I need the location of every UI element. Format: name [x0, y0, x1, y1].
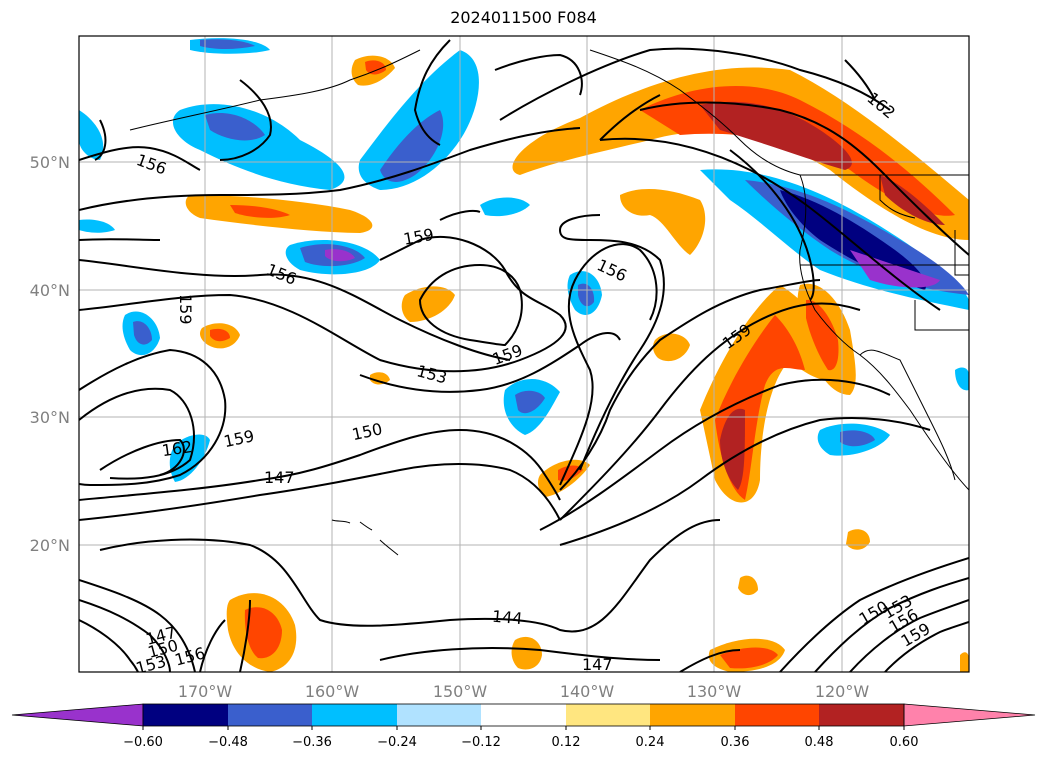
contour-label: 147 [264, 468, 295, 487]
colorbar-segment [143, 704, 228, 726]
colorbar-segment [735, 704, 819, 726]
positive-region [512, 67, 969, 240]
colorbar-segment [566, 704, 650, 726]
negative-region [79, 219, 115, 233]
lon-label-120w: 120°W [815, 682, 870, 701]
colorbar-tick-label: 0.12 [552, 735, 581, 750]
latitude-labels: 50°N 40°N 30°N 20°N [30, 153, 70, 555]
negative-region [380, 110, 444, 182]
negative-region [79, 110, 104, 160]
colorbar-segment [397, 704, 481, 726]
colorbar-tick-label: −0.24 [377, 735, 417, 750]
longitude-labels: 170°W 160°W 150°W 140°W 130°W 120°W [178, 682, 870, 701]
lat-label-30n: 30°N [30, 408, 70, 427]
lon-label-160w: 160°W [305, 682, 360, 701]
positive-region [370, 372, 390, 385]
figure-title: 2024011500 F084 [450, 8, 597, 27]
colorbar-tick-label: −0.48 [208, 735, 248, 750]
contour-label: 159 [176, 294, 195, 325]
positive-region [401, 286, 455, 322]
positive-region [653, 333, 690, 362]
colorbar-segment [228, 704, 312, 726]
colorbar-tick-label: 0.24 [636, 735, 665, 750]
lat-label-40n: 40°N [30, 281, 70, 300]
positive-region [511, 636, 542, 670]
positive-region [244, 607, 282, 659]
map-gridlines [79, 36, 969, 672]
positive-region [230, 205, 290, 218]
contour-label: 162 [161, 437, 194, 460]
contour-label: 144 [491, 607, 523, 629]
lon-label-140w: 140°W [560, 682, 615, 701]
colorbar-extend-low [11, 703, 144, 727]
positive-region [620, 188, 706, 255]
colorbar-tick-label: 0.48 [805, 735, 834, 750]
negative-region [480, 197, 530, 217]
positive-region [738, 575, 758, 596]
colorbar-segment [650, 704, 735, 726]
colorbar-extend-high [903, 703, 1036, 727]
lon-label-170w: 170°W [178, 682, 233, 701]
contour-label: 153 [134, 652, 168, 678]
negative-region [515, 390, 545, 414]
colorbar-tick-label: −0.60 [123, 735, 163, 750]
colorbar-tick-label: −0.12 [461, 735, 501, 750]
contour-label: 147 [582, 655, 613, 674]
lon-label-150w: 150°W [433, 682, 488, 701]
negative-region [205, 112, 265, 141]
positive-region [210, 328, 230, 342]
colorbar: −0.60 −0.48 −0.36 −0.24 −0.12 0.12 0.24 … [11, 703, 1036, 750]
positive-region [365, 60, 386, 75]
colorbar-tick-label: −0.36 [292, 735, 332, 750]
negative-region [955, 367, 969, 391]
lat-label-50n: 50°N [30, 153, 70, 172]
negative-region [200, 39, 255, 49]
map-frame [78, 35, 970, 673]
colorbar-tick-label: 0.36 [721, 735, 750, 750]
colorbar-segment [481, 704, 566, 726]
lat-label-20n: 20°N [30, 536, 70, 555]
positive-region [720, 408, 745, 490]
positive-region [960, 652, 969, 672]
positive-region [700, 101, 852, 170]
lon-label-130w: 130°W [687, 682, 742, 701]
colorbar-tick-label: 0.60 [890, 735, 919, 750]
map-panel: 162 156 159 156 156 159 159 159 153 150 … [79, 36, 969, 678]
negative-region [840, 430, 875, 447]
negative-region [133, 321, 152, 345]
negative-region [578, 283, 595, 307]
positive-region [806, 299, 839, 371]
positive-region [720, 647, 778, 669]
colorbar-segment [819, 704, 904, 726]
coastlines [129, 49, 969, 556]
height-contours [79, 39, 969, 672]
colorbar-segment [312, 704, 397, 726]
